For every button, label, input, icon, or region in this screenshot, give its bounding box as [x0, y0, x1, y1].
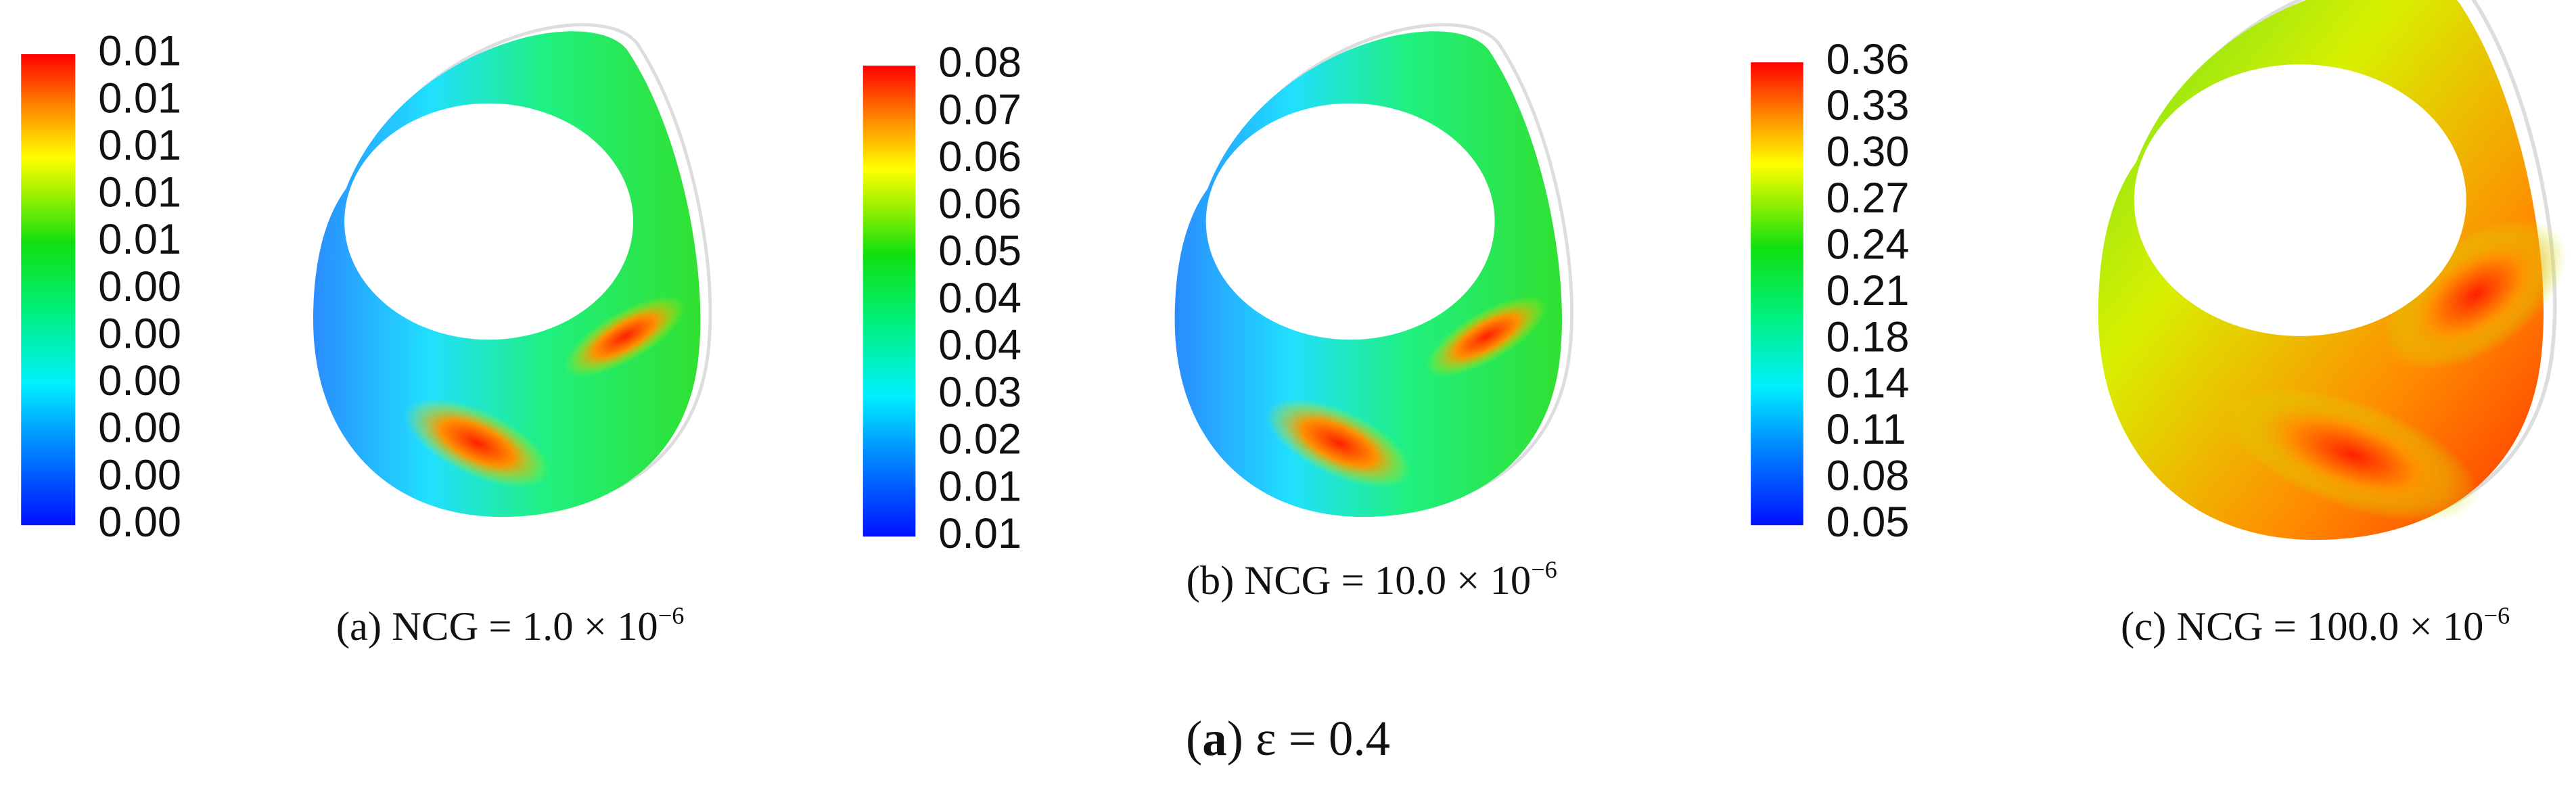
colorbar-label: 0.11 — [1826, 406, 1906, 453]
colorbar-label: 0.01 — [98, 122, 181, 169]
colorbar-scale — [862, 66, 916, 537]
colorbar-label: 0.05 — [1826, 499, 1910, 546]
colorbar-scale — [21, 54, 76, 526]
colorbar: 0.080.070.060.060.050.040.040.030.020.01… — [862, 39, 1021, 557]
caption-text: (a) NCG = 1.0 × 10 — [336, 604, 658, 649]
caption-label: a — [1202, 711, 1226, 766]
colorbar-label: 0.06 — [938, 133, 1021, 181]
caption-suffix: ) ε = 0.4 — [1227, 711, 1390, 766]
caption-text: (b) NCG = 10.0 × 10 — [1187, 558, 1532, 603]
colorbar-label: 0.01 — [98, 216, 181, 263]
colorbar-label: 0.03 — [938, 369, 1021, 416]
caption-exponent: −6 — [658, 602, 685, 629]
colorbar-label: 0.14 — [1826, 360, 1910, 407]
colorbar-label: 0.04 — [938, 275, 1021, 322]
colorbar-label: 0.00 — [98, 263, 181, 310]
colorbar-label: 0.01 — [98, 74, 181, 122]
hot-zone — [2227, 388, 2479, 522]
figure-caption: (a) ε = 0.4 — [1186, 711, 1390, 766]
panel-caption: (c) NCG = 100.0 × 10−6 — [2121, 602, 2510, 649]
colorbar-label: 0.36 — [1826, 36, 1910, 83]
hot-zone — [564, 296, 687, 377]
colorbar-label: 0.21 — [1826, 267, 1910, 315]
colorbar-label: 0.33 — [1826, 82, 1910, 129]
caption-exponent: −6 — [2483, 602, 2510, 629]
colorbar-label: 0.06 — [938, 181, 1021, 228]
colorbar-label: 0.27 — [1826, 175, 1910, 222]
contour-plot — [1174, 23, 1573, 517]
colorbar-label: 0.24 — [1826, 221, 1910, 268]
panel-caption: (a) NCG = 1.0 × 10−6 — [336, 602, 685, 649]
colorbar-label: 0.01 — [98, 28, 181, 75]
colorbar-label: 0.00 — [98, 310, 181, 357]
colorbar-label: 0.08 — [1826, 453, 1910, 500]
caption-exponent: −6 — [1531, 556, 1557, 583]
colorbar-label: 0.00 — [98, 499, 181, 546]
colorbar-label: 0.07 — [938, 86, 1021, 133]
colorbar-label: 0.04 — [938, 321, 1021, 369]
colorbar-label: 0.01 — [938, 510, 1021, 557]
colorbar-label: 0.00 — [98, 404, 181, 452]
panel-caption: (b) NCG = 10.0 × 10−6 — [1187, 556, 1557, 603]
colorbar-label: 0.01 — [98, 169, 181, 216]
journal-hole — [1205, 103, 1495, 340]
caption-text: (c) NCG = 100.0 × 10 — [2121, 604, 2483, 649]
journal-hole — [2134, 64, 2466, 336]
colorbar-label: 0.30 — [1826, 129, 1910, 176]
hot-zone — [405, 398, 551, 488]
colorbar-label: 0.01 — [938, 463, 1021, 510]
journal-hole — [344, 103, 634, 340]
colorbar-label: 0.08 — [938, 39, 1021, 87]
caption-prefix: ( — [1186, 711, 1202, 766]
colorbar: 0.360.330.300.270.240.210.180.140.110.08… — [1751, 36, 1909, 546]
colorbar-label: 0.00 — [98, 357, 181, 404]
contour-plot — [2098, 0, 2567, 540]
hot-zone — [1425, 296, 1548, 377]
hot-zone — [2385, 218, 2567, 371]
colorbar: 0.010.010.010.010.010.000.000.000.000.00… — [21, 28, 181, 546]
colorbar-label: 0.02 — [938, 416, 1021, 463]
colorbar-scale — [1751, 62, 1803, 526]
colorbar-label: 0.18 — [1826, 313, 1910, 361]
colorbar-label: 0.05 — [938, 227, 1021, 275]
colorbar-label: 0.00 — [98, 451, 181, 499]
contour-plot — [313, 23, 712, 517]
hot-zone — [1266, 398, 1412, 488]
